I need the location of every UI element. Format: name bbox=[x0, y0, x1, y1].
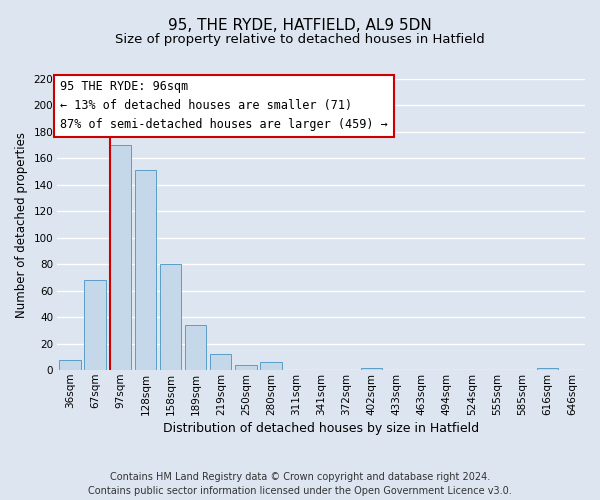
Bar bbox=[235, 365, 257, 370]
Bar bbox=[536, 368, 558, 370]
Bar bbox=[110, 145, 131, 370]
Y-axis label: Number of detached properties: Number of detached properties bbox=[15, 132, 28, 318]
Text: 95 THE RYDE: 96sqm
← 13% of detached houses are smaller (71)
87% of semi-detache: 95 THE RYDE: 96sqm ← 13% of detached hou… bbox=[60, 80, 388, 132]
Bar bbox=[185, 325, 206, 370]
X-axis label: Distribution of detached houses by size in Hatfield: Distribution of detached houses by size … bbox=[163, 422, 479, 435]
Bar bbox=[59, 360, 81, 370]
Bar bbox=[160, 264, 181, 370]
Bar bbox=[361, 368, 382, 370]
Bar bbox=[85, 280, 106, 370]
Text: 95, THE RYDE, HATFIELD, AL9 5DN: 95, THE RYDE, HATFIELD, AL9 5DN bbox=[168, 18, 432, 32]
Bar bbox=[135, 170, 156, 370]
Text: Size of property relative to detached houses in Hatfield: Size of property relative to detached ho… bbox=[115, 32, 485, 46]
Bar bbox=[210, 354, 232, 370]
Bar bbox=[260, 362, 281, 370]
Text: Contains HM Land Registry data © Crown copyright and database right 2024.
Contai: Contains HM Land Registry data © Crown c… bbox=[88, 472, 512, 496]
